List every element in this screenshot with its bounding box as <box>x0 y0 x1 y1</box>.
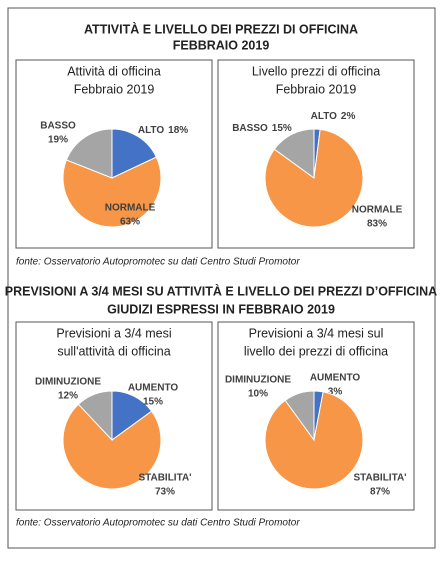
value-label: 3% <box>328 387 343 398</box>
slice-label: ALTO 2% <box>311 111 356 122</box>
pie-slice <box>273 128 315 179</box>
chart-title: Febbraio 2019 <box>74 82 155 96</box>
value-label: 18% <box>168 125 188 136</box>
chart-title: Previsioni a 3/4 mesi sul <box>249 326 384 340</box>
category-label: DIMINUZIONE <box>35 377 101 388</box>
pie-slice <box>62 156 162 228</box>
chart-title: Attività di officina <box>67 64 161 78</box>
pie-slice <box>284 390 315 442</box>
value-label: 87% <box>370 487 390 498</box>
section-title: PREVISIONI A 3/4 MESI SU ATTIVITÀ E LIVE… <box>5 283 437 298</box>
category-label: NORMALE <box>105 203 156 214</box>
category-label: STABILITA' <box>353 473 406 484</box>
category-label: BASSO <box>232 123 268 134</box>
category-label: ALTO <box>311 111 338 122</box>
chart-frame <box>15 59 213 249</box>
value-label: 15% <box>272 123 292 134</box>
chart-title: livello dei prezzi di officina <box>244 344 388 358</box>
value-label: 2% <box>341 111 356 122</box>
category-label: BASSO <box>40 121 76 132</box>
category-label: DIMINUZIONE <box>225 375 291 386</box>
outer-frame <box>7 7 436 549</box>
category-label: STABILITA' <box>138 473 191 484</box>
value-label: 63% <box>120 217 140 228</box>
pie-slice <box>62 403 162 490</box>
chart-title: Febbraio 2019 <box>276 82 357 96</box>
value-label: 10% <box>248 389 268 400</box>
category-label: AUMENTO <box>128 383 179 394</box>
pie-slice <box>111 128 158 179</box>
category-label: ALTO <box>138 125 165 136</box>
category-label: AUMENTO <box>310 373 361 384</box>
section-title: GIUDIZI ESPRESSI IN FEBBRAIO 2019 <box>107 302 335 316</box>
chart-title: Previsioni a 3/4 mesi <box>56 326 171 340</box>
value-label: 19% <box>48 135 68 146</box>
pie-slice <box>65 128 113 179</box>
category-label: NORMALE <box>352 205 403 216</box>
value-label: 15% <box>143 397 163 408</box>
value-label: 73% <box>155 487 175 498</box>
chart-frame <box>217 59 415 249</box>
chart-frame <box>15 321 213 511</box>
value-label: 12% <box>58 391 78 402</box>
chart-frame <box>217 321 415 511</box>
chart-title: sull'attività di officina <box>57 344 170 358</box>
slice-label: ALTO 18% <box>138 125 188 136</box>
chart-title: Livello prezzi di officina <box>252 64 380 78</box>
source-note: fonte: Osservatorio Autopromotec su dati… <box>16 518 300 529</box>
source-note: fonte: Osservatorio Autopromotec su dati… <box>16 257 300 268</box>
section-title: ATTIVITÀ E LIVELLO DEI PREZZI DI OFFICIN… <box>84 21 358 36</box>
pie-slice <box>77 390 113 442</box>
value-label: 83% <box>367 219 387 230</box>
section-title: FEBBRAIO 2019 <box>173 38 270 52</box>
slice-label: BASSO 15% <box>232 123 292 134</box>
